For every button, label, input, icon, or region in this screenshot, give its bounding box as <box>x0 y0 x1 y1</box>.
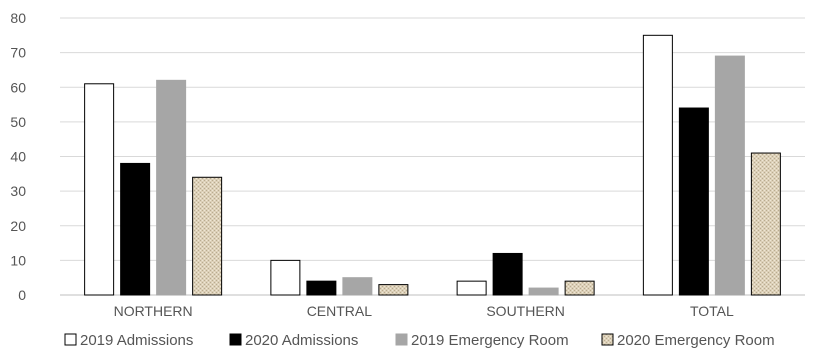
bar-2019-emergency-room-central <box>342 277 373 296</box>
legend: 2019 Admissions 2020 Admissions 2019 Emerg… <box>64 332 775 349</box>
legend-swatch <box>601 333 614 346</box>
bar-2019-admissions-central <box>270 259 301 296</box>
bar-2020-admissions-southern <box>492 252 523 296</box>
bar-2020-emergency-room-southern <box>564 280 595 296</box>
legend-swatch <box>395 333 408 346</box>
legend-label: 2020 Admissions <box>245 332 358 349</box>
y-tick-label: 30 <box>10 183 26 199</box>
bar-2020-emergency-room-total <box>750 152 781 296</box>
legend-item: 2019 Emergency Room <box>395 332 569 349</box>
y-tick-label: 70 <box>10 45 26 61</box>
legend-label: 2019 Admissions <box>80 332 193 349</box>
y-tick-label: 0 <box>18 287 26 303</box>
y-tick-label: 10 <box>10 252 26 268</box>
bar-2020-emergency-room-northern <box>192 176 223 296</box>
x-category-label: CENTRAL <box>307 303 373 319</box>
legend-label: 2019 Emergency Room <box>411 332 569 349</box>
legend-swatch <box>64 333 77 346</box>
legend-item: 2020 Admissions <box>229 332 358 349</box>
bar-2019-admissions-northern <box>84 83 115 296</box>
bar-2020-admissions-total <box>678 107 709 296</box>
legend-item: 2019 Admissions <box>64 332 193 349</box>
bar-2019-admissions-total <box>642 34 673 296</box>
y-tick-label: 40 <box>10 149 26 165</box>
bar-2020-admissions-central <box>306 280 337 296</box>
y-tick-label: 20 <box>10 218 26 234</box>
bars <box>84 34 781 296</box>
y-tick-label: 50 <box>10 114 26 130</box>
x-category-label: TOTAL <box>690 303 734 319</box>
bar-2019-admissions-southern <box>456 280 487 296</box>
x-category-label: NORTHERN <box>114 303 193 319</box>
legend-item: 2020 Emergency Room <box>601 332 775 349</box>
y-tick-label: 80 <box>10 10 26 26</box>
y-tick-label: 60 <box>10 79 26 95</box>
bar-2020-admissions-northern <box>120 162 151 296</box>
x-axis: NORTHERN CENTRAL SOUTHERN TOTAL <box>114 303 734 319</box>
legend-label: 2020 Emergency Room <box>617 332 775 349</box>
bar-2019-emergency-room-southern <box>528 287 559 296</box>
x-category-label: SOUTHERN <box>486 303 565 319</box>
bar-2019-emergency-room-northern <box>156 79 187 296</box>
bar-2020-emergency-room-central <box>378 284 409 296</box>
bar-2019-emergency-room-total <box>714 55 745 296</box>
y-axis: 0 10 20 30 40 50 60 70 80 <box>10 10 26 303</box>
legend-swatch <box>229 333 242 346</box>
